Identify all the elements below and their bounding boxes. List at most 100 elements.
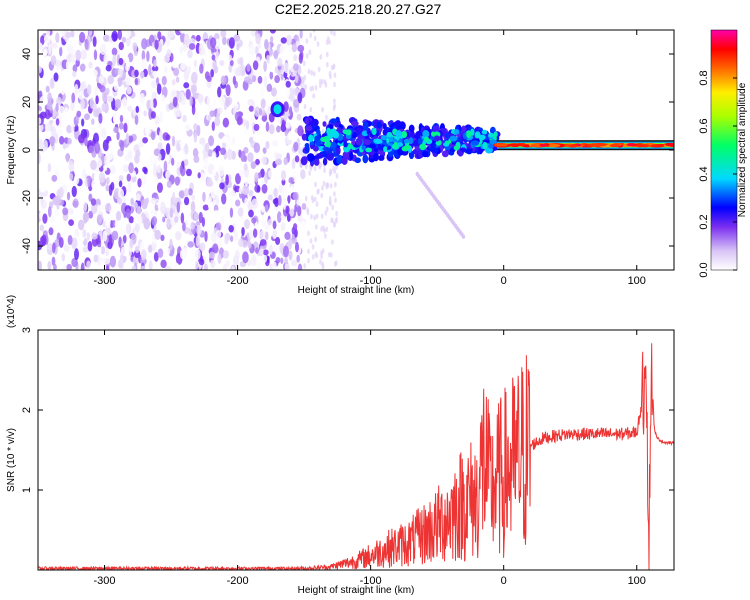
noise-speckle [239, 64, 246, 77]
noise-speckle [49, 77, 55, 90]
noise-speckle [289, 207, 295, 217]
noise-speckle [184, 187, 189, 198]
noise-speckle [93, 49, 98, 61]
noise-speckle [308, 49, 312, 56]
noise-speckle [276, 125, 281, 133]
band-halo [316, 152, 324, 159]
noise-speckle [157, 142, 163, 150]
noise-speckle [111, 30, 118, 42]
noise-speckle [86, 232, 91, 241]
noise-speckle [87, 240, 93, 252]
noise-speckle [179, 165, 184, 174]
noise-speckle [39, 95, 46, 107]
noise-speckle [182, 43, 188, 53]
noise-speckle [293, 141, 299, 152]
noise-speckle [167, 30, 174, 39]
y-tick-label: 0 [21, 147, 33, 153]
noise-speckle [270, 87, 277, 97]
noise-speckle [78, 134, 85, 144]
steady-band-core [522, 144, 530, 148]
noise-speckle [190, 221, 195, 230]
noise-speckle [241, 226, 245, 236]
noise-speckle [174, 176, 180, 186]
band-halo [461, 126, 467, 133]
noise-speckle [321, 248, 325, 254]
snr-frame [37, 329, 675, 571]
noise-speckle [67, 208, 74, 215]
band-halo [408, 124, 415, 133]
noise-speckle [55, 208, 59, 217]
noise-speckle [288, 239, 292, 250]
noise-speckle [119, 114, 124, 123]
y-tick-label: -20 [21, 190, 33, 206]
colorbar-gradient [710, 29, 738, 271]
noise-speckle [283, 101, 289, 112]
noise-speckle [89, 97, 94, 109]
noise-speckle [328, 195, 332, 202]
band-halo [304, 117, 310, 125]
noise-speckle [150, 131, 156, 141]
noise-speckle [193, 212, 199, 222]
noise-speckle [222, 36, 227, 46]
noise-speckle [105, 87, 110, 95]
noise-speckle [333, 72, 337, 78]
noise-speckle [302, 60, 306, 67]
noise-speckle [131, 265, 137, 270]
y-tick-label: 20 [21, 96, 33, 108]
noise-speckle [93, 171, 101, 184]
noise-speckle [56, 96, 62, 105]
noise-speckle [80, 49, 87, 60]
x-tick-label: -300 [94, 575, 116, 587]
noise-speckle [315, 201, 319, 207]
noise-speckle [228, 54, 232, 62]
noise-speckle [176, 142, 181, 152]
band-halo [382, 122, 387, 130]
noise-speckle [264, 231, 269, 241]
noise-speckle [262, 249, 269, 256]
band-halo [305, 125, 313, 132]
noise-speckle [204, 142, 210, 153]
noise-speckle [266, 54, 271, 64]
noise-speckle [154, 115, 160, 126]
noise-speckle [41, 45, 48, 57]
noise-speckle [329, 168, 333, 174]
noise-speckle [80, 262, 85, 270]
noise-speckle [312, 30, 316, 33]
band-cell [419, 143, 427, 151]
noise-speckle [308, 170, 312, 176]
noise-speckle [288, 106, 293, 115]
noise-speckle [218, 165, 225, 177]
noise-speckle [330, 30, 333, 35]
noise-speckle [182, 222, 186, 232]
noise-speckle [187, 49, 193, 59]
noise-speckle [88, 61, 93, 69]
noise-speckle [80, 98, 85, 110]
noise-speckle [285, 80, 291, 88]
noise-speckle [90, 198, 97, 206]
band-cell [361, 145, 367, 151]
noise-speckle [100, 127, 107, 139]
noise-speckle [189, 95, 193, 107]
band-cell [417, 137, 423, 145]
noise-speckle [65, 153, 70, 163]
noise-speckle [309, 32, 313, 39]
noise-speckle [324, 210, 328, 216]
noise-speckle [237, 207, 244, 217]
noise-speckle [38, 117, 42, 125]
noise-speckle [211, 121, 215, 132]
noise-speckle [297, 44, 305, 53]
noise-speckle [273, 187, 278, 198]
noise-speckle [332, 165, 336, 172]
noise-speckle [183, 69, 190, 81]
noise-speckle [313, 165, 317, 172]
noise-speckle [321, 225, 325, 231]
chart-title: C2E2.2025.218.20.27.G27 [275, 1, 442, 17]
noise-speckle [228, 37, 235, 49]
noise-speckle [334, 260, 338, 266]
noise-speckle [309, 86, 313, 92]
noise-speckle [215, 222, 222, 232]
colorbar-tick-label: 0.6 [698, 118, 710, 133]
noise-speckle [62, 264, 67, 270]
noise-speckle [287, 195, 291, 204]
